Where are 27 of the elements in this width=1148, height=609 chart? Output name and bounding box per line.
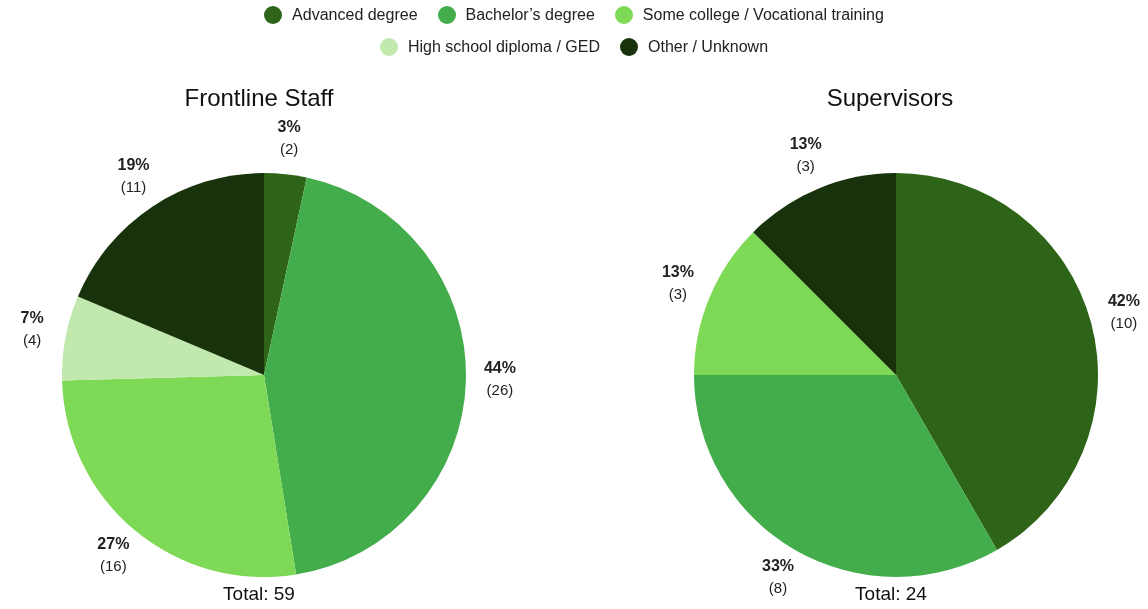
data-label: 13% (3) xyxy=(789,134,822,174)
data-label: 3% (2) xyxy=(277,118,301,158)
pie-slice xyxy=(77,173,264,375)
legend-label: Advanced degree xyxy=(292,6,418,24)
pie-slice xyxy=(264,173,307,375)
pie-slice xyxy=(62,296,264,381)
pie-slice xyxy=(694,375,997,577)
text: Total: 59 xyxy=(222,583,296,605)
pie-slice xyxy=(896,173,1098,550)
legend-label: High school diploma / GED xyxy=(407,38,601,56)
pie-slice xyxy=(694,232,896,375)
pie-slice xyxy=(264,177,466,575)
pie-slice xyxy=(62,375,297,577)
data-label: 13% (3) xyxy=(661,262,694,302)
legend-label: Some college / Vocational training xyxy=(642,6,884,24)
text: Frontline Staff xyxy=(183,84,335,112)
legend-label: Bachelor’s degree xyxy=(465,6,595,24)
data-label: 7% (4) xyxy=(20,309,44,349)
data-label: 42% (10) xyxy=(1107,291,1140,331)
chart-title: Supervisors xyxy=(825,84,955,112)
data-label: 44% (26) xyxy=(483,359,516,399)
legend-label: Other / Unknown xyxy=(648,38,769,56)
data-label: 19% (11) xyxy=(117,156,150,196)
text: Total: 24 xyxy=(855,583,927,604)
data-label: 27% (16) xyxy=(97,534,130,574)
pie-slice xyxy=(753,173,896,375)
data-label: 33% (8) xyxy=(761,557,795,597)
